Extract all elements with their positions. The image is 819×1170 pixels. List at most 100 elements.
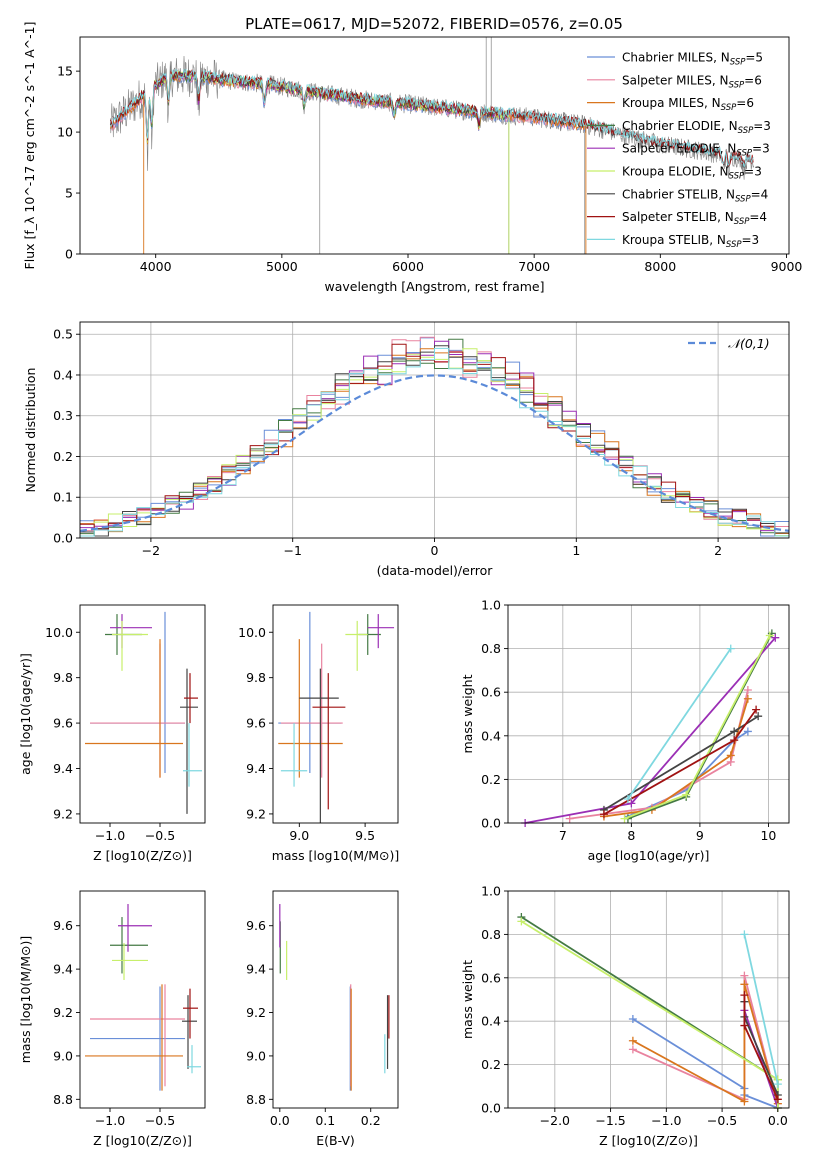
series-line-kroupa-stelib [743,934,779,1085]
y-tick-label: 0 [65,247,73,262]
x-tick-label: 9.5 [355,828,375,843]
legend-label: Salpeter STELIB, NSSP=4 [622,210,767,227]
axes-frame [79,890,206,1109]
series-marker [730,736,739,745]
figure-title: PLATE=0617, MJD=52072, FIBERID=0576, z=0… [245,15,623,33]
legend-label-eq: =4 [751,187,769,201]
legend-label: 𝒩(0,1) [728,336,770,351]
series-marker [620,814,629,823]
legend-label: Chabrier ELODIE, NSSP=3 [622,119,771,136]
series-marker [623,795,632,804]
massweight_vs_age-grid [508,604,789,824]
x-tick-label: 8 [627,828,635,843]
series-marker [726,644,735,653]
x-tick-label: −2.0 [540,1113,570,1128]
series-marker [743,694,752,703]
x-tick-label: 9.0 [289,828,309,843]
y-tick-label: 9.4 [246,761,266,776]
residuals-legend: 𝒩(0,1) [688,336,770,351]
legend-label-eq: =3 [753,119,771,133]
y-tick-label: 0.0 [481,816,501,831]
series-marker [740,930,749,939]
y-tick-label: 9.2 [53,1005,73,1020]
y-tick-label: 5 [65,186,73,201]
y-tick-label: 0.8 [481,927,501,942]
x-tick-label: −0.5 [707,1113,737,1128]
legend-label-eq: =4 [749,210,767,224]
mass_vs_Z-axes: −1.0 −0.5 8.8 9.0 9.2 9.4 9.6 Z [log10(Z/Z⊙)] ma… [18,890,206,1148]
legend-label: Kroupa ELODIE, NSSP=3 [622,165,762,182]
y-tick-label: 9.0 [246,1048,266,1063]
legend-label-sub: SSP [729,80,745,90]
y-tick-label: 0.6 [481,685,501,700]
massweight_vs_age-plot-area [521,629,780,827]
y-axis-label: age [log10(age/yr)] [18,653,33,775]
y-tick-label: 0.3 [53,408,73,423]
series-marker [740,971,749,980]
series-line-chabrier-stelib [743,1001,779,1096]
legend-label-sub: SSP [729,172,745,182]
y-tick-label: 0.2 [481,772,501,787]
legend-label-eq: =6 [744,73,762,87]
axes-frame [272,604,399,824]
series-marker [740,980,749,989]
axes-frame [507,604,790,824]
mass_vs_ebv-plot-area [279,904,390,1091]
legend-label-sub: SSP [721,103,737,113]
y-tick-label: 9.4 [53,761,73,776]
axes-frame [79,604,206,824]
age_vs_Z-axes: −1.0 −0.5 9.2 9.4 9.6 9.8 10.0 Z [log10(Z/Z⊙)] a… [18,604,206,863]
legend-label: Chabrier STELIB, NSSP=4 [622,187,768,204]
histogram-salpeter-stelib [80,343,789,537]
massweight_vs_age-axes: 7 8 9 10 0.0 0.2 0.4 0.6 0.8 1.0 age [log10(age/yr… [460,598,790,863]
legend-label: Chabrier MILES, NSSP=5 [622,51,763,68]
y-tick-label: 9.8 [53,670,73,685]
x-tick-label: 6000 [392,259,424,274]
series-marker [730,727,739,736]
legend-label-text: Kroupa STELIB, N [622,233,726,247]
x-tick-label: −1.0 [95,828,125,843]
y-tick-label: 8.8 [53,1092,73,1107]
legend-label-text: Kroupa MILES, N [622,96,721,110]
legend-label-text: Salpeter MILES, N [622,73,729,87]
legend-label: Kroupa STELIB, NSSP=3 [622,233,759,250]
x-tick-label: 0.0 [768,1113,788,1128]
x-axis-label: E(B-V) [316,1133,355,1148]
spectrum-panel: 4000 5000 6000 7000 8000 9000 0 5 10 15 wavelength… [22,22,802,294]
legend-label-eq: =3 [744,165,762,179]
x-tick-label: 9000 [771,259,803,274]
age_vs_mass-plot-area [278,611,395,823]
series-marker [771,633,780,642]
legend-label-sub: SSP [734,217,750,227]
y-tick-label: 0.4 [481,1014,501,1029]
legend-label-sub: SSP [735,194,751,204]
x-tick-label: 5000 [266,259,298,274]
legend-label-sub: SSP [738,126,754,136]
normal-curve [79,374,790,532]
y-tick-label: 0.0 [53,531,73,546]
series-marker [726,751,735,760]
series-marker [628,1015,637,1024]
y-tick-label: 10.0 [238,625,266,640]
y-tick-label: 0.2 [481,1057,501,1072]
x-axis-label: Z [log10(Z/Z⊙)] [93,1133,192,1148]
x-tick-label: −0.5 [145,1113,175,1128]
series-marker [599,810,608,819]
series-marker [565,814,574,823]
x-tick-label: 7 [559,828,567,843]
series-marker [682,790,691,799]
series-marker [628,1036,637,1045]
series-line-kroupa-miles [603,698,749,818]
model-line-kroupa-stelib [110,68,754,168]
y-tick-label: 0.2 [53,449,73,464]
x-tick-label: 9 [696,828,704,843]
series-line-chabrier-miles [627,730,749,818]
x-tick-label: −1.5 [595,1113,625,1128]
series-line-salpeter-elodie [743,1010,779,1109]
series-marker [743,686,752,695]
mass-weight-vs-metallicity-panel: −2.0 −1.5 −1.0 −0.5 0.0 0.0 0.2 0.4 0.6 0.8 1.0 Z [… [460,884,790,1148]
y-tick-label: 1.0 [481,884,501,899]
x-axis-label: mass [log10(M/M⊙)] [272,848,400,863]
y-tick-label: 0.4 [53,367,73,382]
series-line-kroupa-elodie [520,920,779,1108]
